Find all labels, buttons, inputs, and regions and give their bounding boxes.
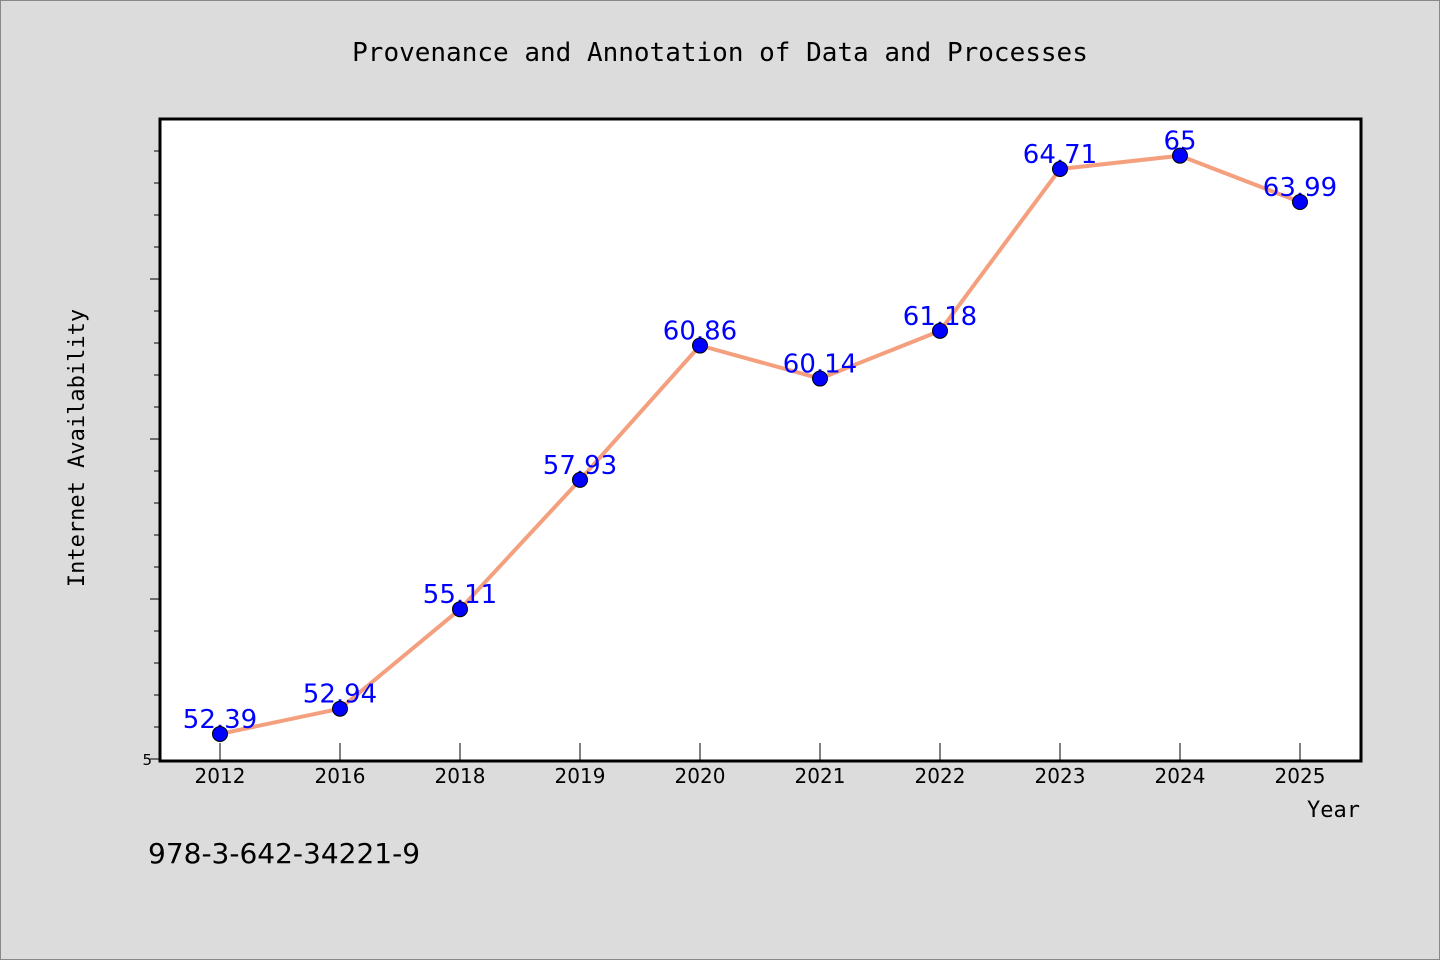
plot-area (158, 117, 1363, 763)
data-point (452, 601, 468, 618)
x-tick-label: 2020 (675, 764, 726, 788)
data-point (812, 370, 828, 387)
data-point (572, 471, 588, 488)
data-point (1172, 147, 1188, 164)
y-axis-ticks (150, 150, 160, 760)
x-tick-label: 2021 (795, 764, 846, 788)
data-point (692, 337, 708, 354)
data-point (1292, 194, 1308, 211)
data-point (932, 322, 948, 339)
x-tick-label: 2018 (435, 764, 486, 788)
data-point (212, 725, 228, 742)
data-point (1052, 160, 1068, 177)
x-tick-label: 2024 (1155, 764, 1206, 788)
data-point (332, 700, 348, 717)
x-axis-ticks: 2012 2016 2018 2019 2020 2021 2022 2023 2024 2025 (195, 743, 1326, 788)
x-tick-label: 2023 (1035, 764, 1086, 788)
footer-text: 978-3-642-34221-9 (148, 837, 420, 870)
x-tick-label: 2016 (315, 764, 366, 788)
chart-title: Provenance and Annotation of Data and Pr… (352, 38, 1088, 68)
y-tick-label: 5 (142, 751, 152, 769)
x-tick-label: 2022 (915, 764, 966, 788)
series-line (218, 153, 1302, 736)
x-tick-label: 2019 (555, 764, 606, 788)
x-tick-label: 2012 (195, 764, 246, 788)
series-group: 52.3952.9455.1157.9360.8660.1461.1864.71… (183, 127, 1337, 742)
x-tick-label: 2025 (1275, 764, 1326, 788)
x-axis-label: Year (1307, 798, 1360, 823)
y-axis-label: Internet Availability (65, 309, 90, 587)
